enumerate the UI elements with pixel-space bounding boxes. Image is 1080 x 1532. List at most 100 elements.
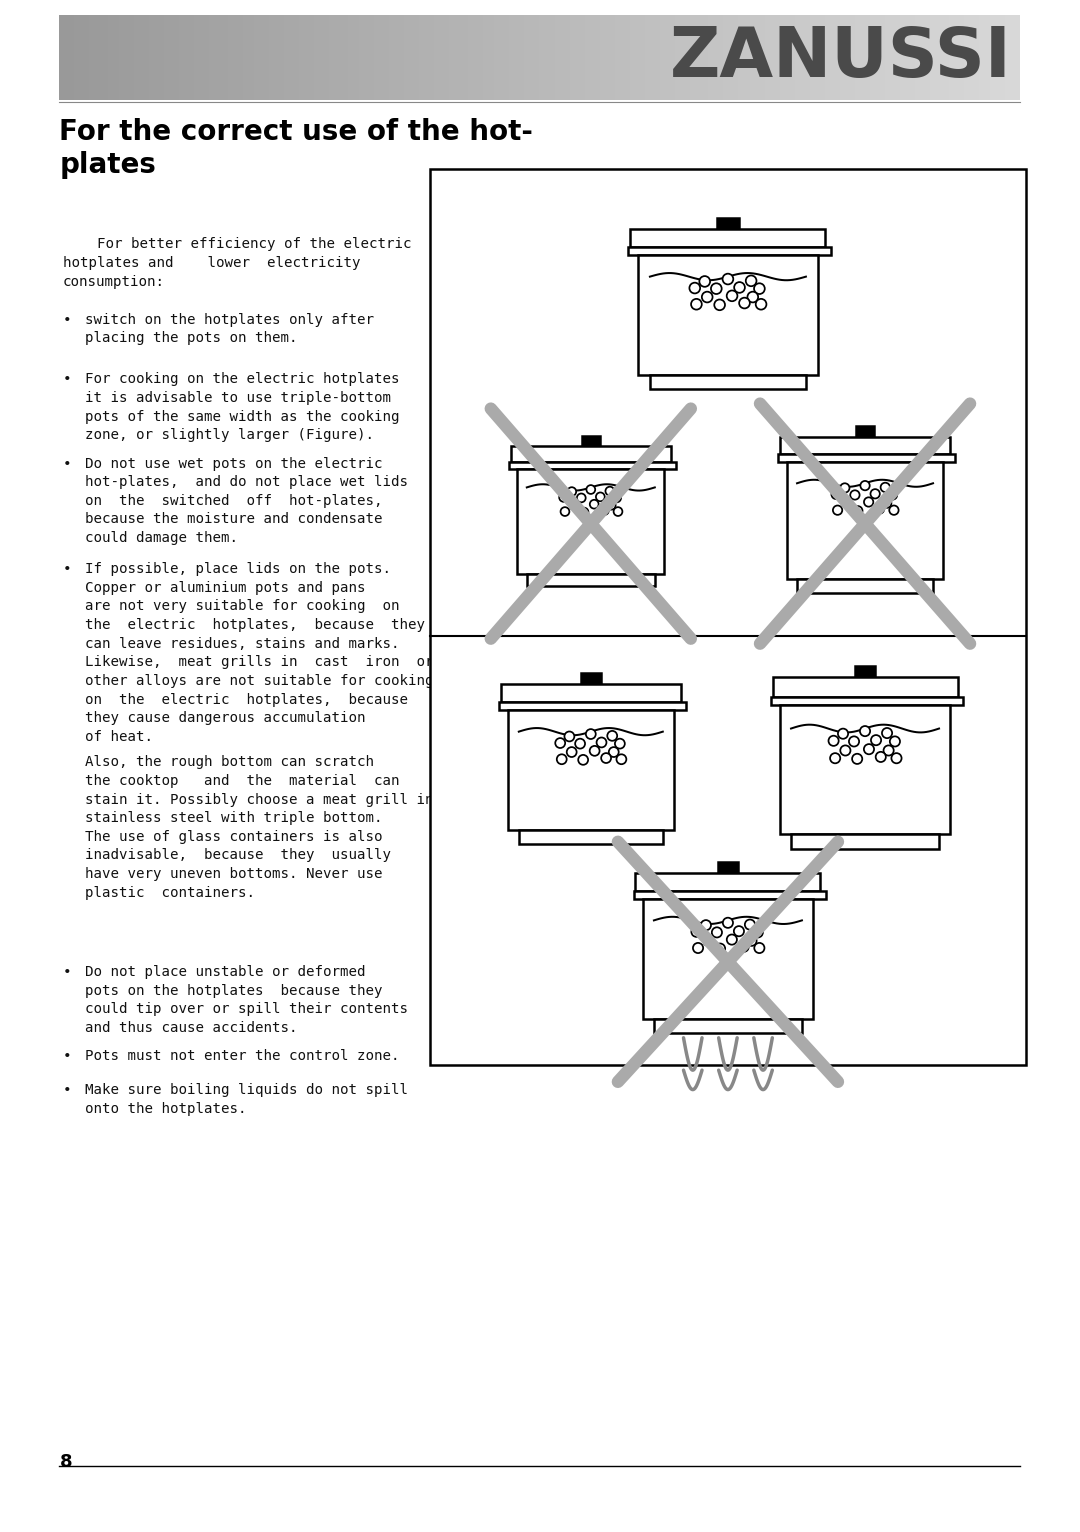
Circle shape xyxy=(590,499,598,509)
Circle shape xyxy=(746,936,757,945)
Bar xyxy=(855,665,875,677)
Circle shape xyxy=(577,493,585,502)
Bar xyxy=(718,863,738,873)
Circle shape xyxy=(727,291,738,302)
Text: Do not place unstable or deformed
pots on the hotplates  because they
could tip : Do not place unstable or deformed pots o… xyxy=(84,965,407,1036)
Text: •: • xyxy=(63,1083,71,1097)
Circle shape xyxy=(613,507,622,516)
Bar xyxy=(582,437,599,446)
Circle shape xyxy=(882,728,892,738)
Circle shape xyxy=(590,746,599,755)
Circle shape xyxy=(756,299,767,309)
Text: 8: 8 xyxy=(59,1452,72,1471)
Circle shape xyxy=(852,754,862,764)
Bar xyxy=(499,702,686,709)
Circle shape xyxy=(561,507,569,516)
Circle shape xyxy=(580,507,589,516)
Circle shape xyxy=(712,927,723,938)
Circle shape xyxy=(745,919,755,930)
Circle shape xyxy=(833,506,842,515)
Circle shape xyxy=(832,490,841,499)
Bar xyxy=(791,835,939,849)
Text: If possible, place lids on the pots.
Copper or aluminium pots and pans
are not v: If possible, place lids on the pots. Cop… xyxy=(84,562,433,745)
Circle shape xyxy=(567,748,577,757)
Circle shape xyxy=(850,490,860,499)
Text: For cooking on the electric hotplates
it is advisable to use triple-bottom
pots : For cooking on the electric hotplates it… xyxy=(84,372,400,443)
Circle shape xyxy=(600,506,609,515)
Circle shape xyxy=(612,493,621,502)
Circle shape xyxy=(693,942,703,953)
Circle shape xyxy=(607,501,616,510)
Circle shape xyxy=(864,498,874,507)
Circle shape xyxy=(838,729,848,738)
Circle shape xyxy=(733,927,744,936)
Circle shape xyxy=(700,276,710,286)
Circle shape xyxy=(853,506,863,515)
Circle shape xyxy=(596,737,607,748)
Text: ZANUSSI: ZANUSSI xyxy=(670,25,1012,90)
Circle shape xyxy=(606,487,615,495)
Text: •: • xyxy=(63,1049,71,1063)
Circle shape xyxy=(864,745,874,754)
Circle shape xyxy=(567,487,576,496)
Text: switch on the hotplates only after
placing the pots on them.: switch on the hotplates only after placi… xyxy=(84,313,374,345)
Circle shape xyxy=(840,483,850,493)
Circle shape xyxy=(586,486,595,493)
Circle shape xyxy=(734,282,745,293)
Circle shape xyxy=(840,746,850,755)
Text: Make sure boiling liquids do not spill
onto the hotplates.: Make sure boiling liquids do not spill o… xyxy=(84,1083,407,1115)
Circle shape xyxy=(831,754,840,763)
Bar xyxy=(780,705,950,835)
Circle shape xyxy=(702,291,713,302)
Bar xyxy=(780,437,950,455)
Circle shape xyxy=(578,755,589,764)
Circle shape xyxy=(739,942,748,951)
Text: Also, the rough bottom can scratch
the cooktop   and  the  material  can
stain i: Also, the rough bottom can scratch the c… xyxy=(84,755,433,899)
Bar xyxy=(717,218,739,230)
Circle shape xyxy=(723,918,733,928)
Bar xyxy=(772,677,958,697)
Circle shape xyxy=(557,754,567,764)
Circle shape xyxy=(602,754,611,763)
Bar xyxy=(653,1019,802,1033)
Text: Pots must not enter the control zone.: Pots must not enter the control zone. xyxy=(84,1049,400,1063)
Text: •: • xyxy=(63,562,71,576)
Bar xyxy=(631,230,825,247)
Circle shape xyxy=(828,735,839,746)
Bar xyxy=(509,461,676,469)
Circle shape xyxy=(565,731,575,741)
Circle shape xyxy=(754,283,765,294)
Text: •: • xyxy=(63,313,71,326)
Bar xyxy=(779,455,955,463)
Bar xyxy=(643,899,813,1019)
Circle shape xyxy=(870,735,881,745)
Circle shape xyxy=(701,921,711,930)
Circle shape xyxy=(754,942,765,953)
Bar xyxy=(650,375,806,389)
Circle shape xyxy=(617,754,626,764)
Text: •: • xyxy=(63,457,71,470)
Bar xyxy=(797,579,933,593)
Circle shape xyxy=(888,490,897,499)
Bar xyxy=(855,426,875,437)
Text: Do not use wet pots on the electric
hot-plates,  and do not place wet lids
on  t: Do not use wet pots on the electric hot-… xyxy=(84,457,407,545)
Circle shape xyxy=(596,492,605,501)
Circle shape xyxy=(842,498,852,507)
Circle shape xyxy=(883,746,894,755)
Bar xyxy=(787,463,943,579)
Circle shape xyxy=(607,731,617,741)
Text: For the correct use of the hot-
plates: For the correct use of the hot- plates xyxy=(59,118,534,179)
Bar xyxy=(430,169,1026,1065)
Circle shape xyxy=(890,737,900,746)
Circle shape xyxy=(609,748,619,757)
Bar xyxy=(527,573,654,585)
Circle shape xyxy=(723,274,733,285)
Circle shape xyxy=(559,493,568,502)
Bar xyxy=(638,254,818,375)
Circle shape xyxy=(585,729,596,738)
Bar xyxy=(771,697,963,705)
Circle shape xyxy=(727,935,737,945)
Bar xyxy=(501,685,680,702)
Bar xyxy=(581,673,600,685)
Circle shape xyxy=(861,481,869,490)
